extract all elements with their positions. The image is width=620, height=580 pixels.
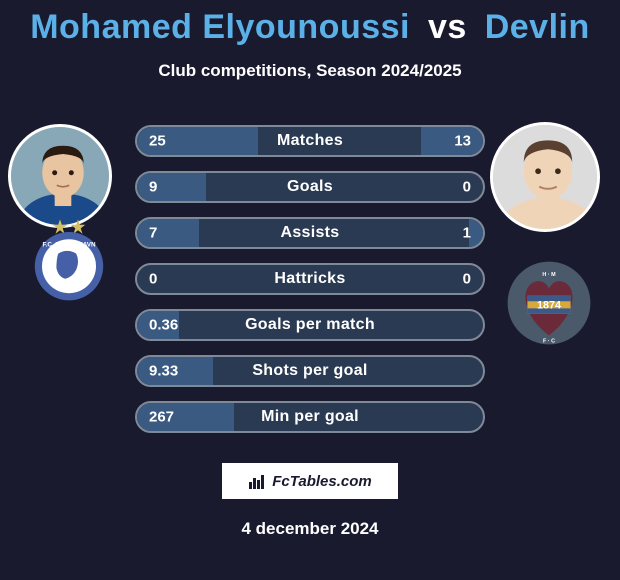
stats-table: 25 Matches 13 9 Goals 0 7 Assists 1 0 Hattricks 0 0.… xyxy=(135,125,485,433)
logo-text: FcTables.com xyxy=(272,473,371,490)
stat-label: Matches xyxy=(277,132,343,150)
stat-value-left: 0 xyxy=(149,271,157,288)
player1-club-crest: F.C. KØBENHAVN xyxy=(24,214,114,304)
player1-avatar xyxy=(8,124,112,228)
stat-row: 7 Assists 1 xyxy=(135,217,485,249)
player1-name: Mohamed Elyounoussi xyxy=(30,8,410,46)
vs-label: vs xyxy=(428,8,467,46)
stat-label: Goals xyxy=(287,178,333,196)
stat-row: 9.33 Shots per goal xyxy=(135,355,485,387)
stat-label: Goals per match xyxy=(245,316,375,334)
stat-label: Shots per goal xyxy=(252,362,367,380)
comparison-title: Mohamed Elyounoussi vs Devlin xyxy=(0,0,620,47)
player2-name: Devlin xyxy=(485,8,590,46)
svg-text:H · M: H · M xyxy=(542,272,556,278)
snapshot-date: 4 december 2024 xyxy=(0,519,620,539)
stat-value-right: 0 xyxy=(463,271,471,288)
stat-row: 0.36 Goals per match xyxy=(135,309,485,341)
stat-value-left: 9 xyxy=(149,179,157,196)
subtitle: Club competitions, Season 2024/2025 xyxy=(0,61,620,81)
stat-value-left: 0.36 xyxy=(149,317,178,334)
stat-value-left: 267 xyxy=(149,409,174,426)
stat-bar-left xyxy=(137,173,206,201)
stat-row: 267 Min per goal xyxy=(135,401,485,433)
stat-bar-right xyxy=(421,127,483,155)
stat-row: 9 Goals 0 xyxy=(135,171,485,203)
stat-value-right: 0 xyxy=(463,179,471,196)
stat-label: Hattricks xyxy=(274,270,345,288)
stat-bar-right xyxy=(469,219,483,247)
svg-text:F · C: F · C xyxy=(543,339,555,345)
stat-value-left: 9.33 xyxy=(149,363,178,380)
stat-label: Assists xyxy=(280,224,339,242)
stat-value-left: 25 xyxy=(149,133,166,150)
stat-row: 25 Matches 13 xyxy=(135,125,485,157)
stat-value-right: 13 xyxy=(454,133,471,150)
stat-value-left: 7 xyxy=(149,225,157,242)
player2-club-crest: 1874 H · M F · C xyxy=(504,258,594,348)
bars-icon xyxy=(248,472,266,490)
stat-label: Min per goal xyxy=(261,408,359,426)
source-logo: FcTables.com xyxy=(220,461,400,501)
svg-text:F.C. KØBENHAVN: F.C. KØBENHAVN xyxy=(42,241,96,248)
svg-text:1874: 1874 xyxy=(537,299,561,311)
stat-value-right: 1 xyxy=(463,225,471,242)
player2-avatar xyxy=(490,122,600,232)
stat-row: 0 Hattricks 0 xyxy=(135,263,485,295)
stat-bar-left xyxy=(137,219,199,247)
